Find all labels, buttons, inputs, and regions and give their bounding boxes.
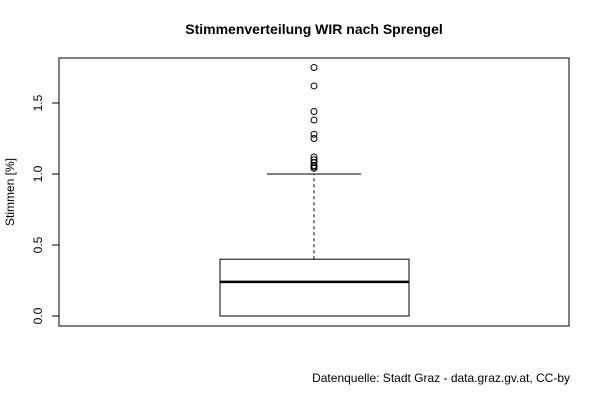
chart-title: Stimmenverteilung WIR nach Sprengel <box>185 21 443 37</box>
iqr-box <box>219 258 410 317</box>
outlier-point <box>310 130 318 138</box>
box-group <box>219 173 410 317</box>
outlier-group <box>310 64 318 172</box>
y-tick-label: 1.0 <box>31 165 45 182</box>
y-axis-label: Stimmen [%] <box>3 158 17 226</box>
outlier-point <box>310 116 318 124</box>
y-tick-label: 1.5 <box>31 94 45 111</box>
outlier-point <box>310 153 318 161</box>
outlier-point <box>310 82 318 90</box>
y-axis: 0.0 0.5 1.0 1.5 <box>31 94 60 324</box>
outlier-point <box>310 108 318 116</box>
y-tick-label: 0.0 <box>31 307 45 324</box>
outlier-point <box>310 64 318 71</box>
y-tick-label: 0.5 <box>31 236 45 253</box>
outlier-point <box>310 156 318 164</box>
source-note: Datenquelle: Stadt Graz - data.graz.gv.a… <box>312 371 570 385</box>
outlier-point <box>310 135 318 142</box>
